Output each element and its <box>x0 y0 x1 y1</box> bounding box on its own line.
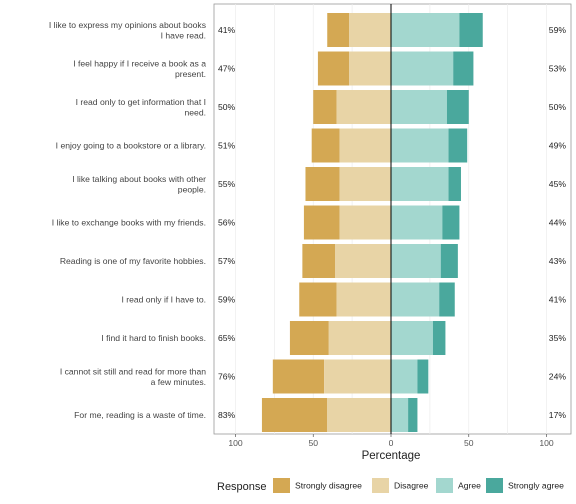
x-tick-label: 50 <box>308 438 318 448</box>
y-label-2: I feel happy if I receive a book as a pre… <box>73 58 206 79</box>
bar-disagree-6 <box>339 205 391 240</box>
bar-disagree-11 <box>327 398 391 432</box>
bar-strongly-agree-2 <box>453 51 474 86</box>
legend-label-strongly-agree: Strongly agree <box>508 481 564 491</box>
x-tick-label: 100 <box>539 438 554 448</box>
legend-swatch-disagree <box>372 478 389 493</box>
left-percent-7: 57% <box>218 256 236 266</box>
y-label-7: Reading is one of my favorite hobbies. <box>60 256 206 266</box>
y-label-5: I like talking about books with other peo… <box>72 174 206 195</box>
left-percent-9: 65% <box>218 333 236 343</box>
bar-agree-5 <box>391 167 449 201</box>
left-percent-8: 59% <box>218 295 236 305</box>
bar-strongly-agree-9 <box>432 321 446 355</box>
bar-strongly-agree-10 <box>417 359 429 394</box>
bar-agree-8 <box>391 282 440 317</box>
legend: Response Strongly disagree Disagree Agree S… <box>217 478 564 493</box>
right-percent-7: 43% <box>549 256 567 266</box>
right-percent-5: 45% <box>549 179 567 189</box>
bar-strongly-disagree-2 <box>317 51 350 86</box>
left-percent-6: 56% <box>218 218 236 228</box>
x-tick-label: 0 <box>389 438 394 448</box>
legend-label-agree: Agree <box>458 481 481 491</box>
right-percent-6: 44% <box>549 218 567 228</box>
legend-swatch-agree <box>436 478 453 493</box>
bar-agree-2 <box>391 51 454 86</box>
legend-swatch-strongly-disagree <box>273 478 290 493</box>
bar-strongly-disagree-7 <box>302 244 336 278</box>
x-tick-label: 50 <box>464 438 474 448</box>
right-percent-3: 50% <box>549 102 567 112</box>
bar-disagree-1 <box>349 13 391 47</box>
bar-strongly-agree-3 <box>446 90 469 124</box>
bar-disagree-3 <box>336 90 391 124</box>
legend-swatch-strongly-agree <box>486 478 503 493</box>
bar-strongly-disagree-1 <box>327 13 350 47</box>
bar-strongly-disagree-6 <box>303 205 340 240</box>
y-label-4: I enjoy going to a bookstore or a librar… <box>56 141 206 151</box>
bar-strongly-agree-8 <box>439 282 455 317</box>
legend-label-strongly-disagree: Strongly disagree <box>295 481 362 491</box>
legend-label-disagree: Disagree <box>394 481 429 491</box>
right-percent-9: 35% <box>549 333 567 343</box>
bar-agree-9 <box>391 321 433 355</box>
bar-strongly-agree-5 <box>448 167 461 201</box>
bar-strongly-disagree-11 <box>261 398 328 432</box>
bar-disagree-2 <box>349 51 391 86</box>
legend-title: Response <box>217 481 267 493</box>
bar-strongly-agree-7 <box>440 244 458 278</box>
bar-strongly-agree-6 <box>442 205 460 240</box>
right-percent-11: 17% <box>549 410 567 420</box>
y-label-10: I cannot sit still and read for more tha… <box>60 366 206 387</box>
right-percent-1: 59% <box>549 25 567 35</box>
bar-agree-6 <box>391 205 443 240</box>
x-axis-title: Percentage <box>362 450 421 462</box>
bar-strongly-agree-4 <box>448 128 468 163</box>
bar-disagree-8 <box>336 282 391 317</box>
bar-strongly-disagree-3 <box>313 90 337 124</box>
left-percent-11: 83% <box>218 410 236 420</box>
left-percent-labels: 41% 47% 50% 51% 55% 56% 57% 59% 65% 76% 83% <box>218 25 236 420</box>
right-percent-labels: 59% 53% 50% 49% 45% 44% 43% 41% 35% 24% 17% <box>549 25 567 420</box>
bar-agree-4 <box>391 128 449 163</box>
left-percent-2: 47% <box>218 64 236 74</box>
bar-agree-11 <box>391 398 409 432</box>
right-percent-4: 49% <box>549 141 567 151</box>
bar-agree-7 <box>391 244 441 278</box>
bar-strongly-disagree-8 <box>299 282 337 317</box>
left-percent-4: 51% <box>218 141 236 151</box>
y-label-9: I find it hard to finish books. <box>101 333 206 343</box>
bar-strongly-disagree-10 <box>272 359 325 394</box>
bar-disagree-10 <box>324 359 391 394</box>
bar-agree-1 <box>391 13 460 47</box>
bar-disagree-7 <box>335 244 391 278</box>
bar-disagree-9 <box>328 321 391 355</box>
bar-agree-3 <box>391 90 447 124</box>
y-label-1: I like to express my opinions about book… <box>49 20 206 41</box>
bar-strongly-agree-1 <box>459 13 483 47</box>
bar-disagree-4 <box>339 128 391 163</box>
bars <box>261 13 483 432</box>
left-percent-3: 50% <box>218 102 236 112</box>
bar-strongly-disagree-5 <box>305 167 340 201</box>
right-percent-10: 24% <box>549 372 567 382</box>
x-axis-ticks: 100 50 0 50 100 <box>228 434 554 448</box>
y-axis-labels: I like to express my opinions about book… <box>49 20 206 420</box>
right-percent-8: 41% <box>549 295 567 305</box>
y-label-11: For me, reading is a waste of time. <box>74 410 206 420</box>
bar-strongly-disagree-4 <box>311 128 340 163</box>
left-percent-5: 55% <box>218 179 236 189</box>
bar-disagree-5 <box>339 167 391 201</box>
bar-agree-10 <box>391 359 418 394</box>
y-label-8: I read only if I have to. <box>121 295 206 305</box>
bar-strongly-agree-11 <box>408 398 418 432</box>
x-tick-label: 100 <box>228 438 243 448</box>
bar-strongly-disagree-9 <box>289 321 329 355</box>
left-percent-1: 41% <box>218 25 236 35</box>
left-percent-10: 76% <box>218 372 236 382</box>
right-percent-2: 53% <box>549 64 567 74</box>
y-label-6: I like to exchange books with my friends… <box>52 218 206 228</box>
